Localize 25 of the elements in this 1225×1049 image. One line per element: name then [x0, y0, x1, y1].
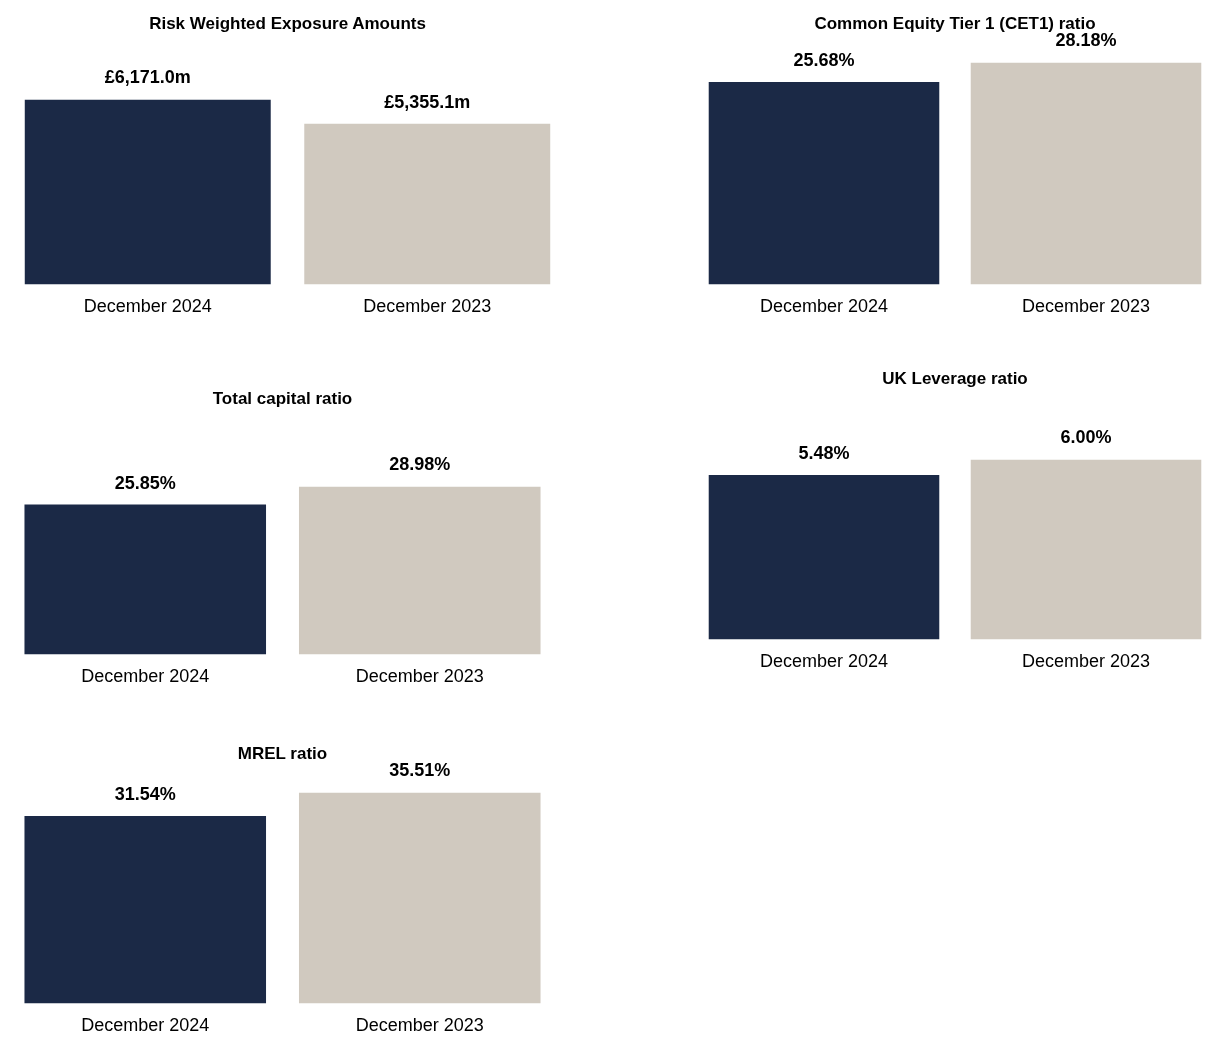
data-label: £6,171.0m — [104, 67, 191, 88]
data-label: 28.98% — [389, 454, 451, 475]
data-label: 5.48% — [798, 442, 850, 463]
data-label: 25.85% — [114, 472, 176, 493]
x-tick-label: December 2024 — [81, 666, 210, 687]
data-label: £5,355.1m — [384, 91, 471, 112]
x-tick-label: December 2024 — [83, 296, 212, 317]
chart-title: UK Leverage ratio — [882, 368, 1028, 388]
chart-title: Risk Weighted Exposure Amounts — [149, 13, 426, 33]
chart-title: Total capital ratio — [212, 388, 353, 408]
x-tick-label: December 2023 — [363, 296, 492, 317]
x-tick-label: December 2024 — [81, 1015, 210, 1036]
x-tick-label: December 2024 — [759, 296, 889, 317]
x-tick-label: December 2024 — [759, 651, 889, 672]
chart-title: Common Equity Tier 1 (CET1) ratio — [814, 13, 1096, 33]
data-label: 28.18% — [1055, 30, 1117, 51]
data-label: 25.68% — [793, 50, 855, 71]
x-tick-label: December 2023 — [1021, 651, 1151, 672]
x-tick-label: December 2023 — [355, 666, 484, 687]
chart-title: MREL ratio — [237, 743, 328, 763]
data-label: 6.00% — [1060, 427, 1112, 448]
data-label: 31.54% — [114, 783, 176, 804]
x-tick-label: December 2023 — [1021, 296, 1151, 317]
data-label: 35.51% — [389, 760, 451, 781]
x-tick-label: December 2023 — [355, 1015, 484, 1036]
